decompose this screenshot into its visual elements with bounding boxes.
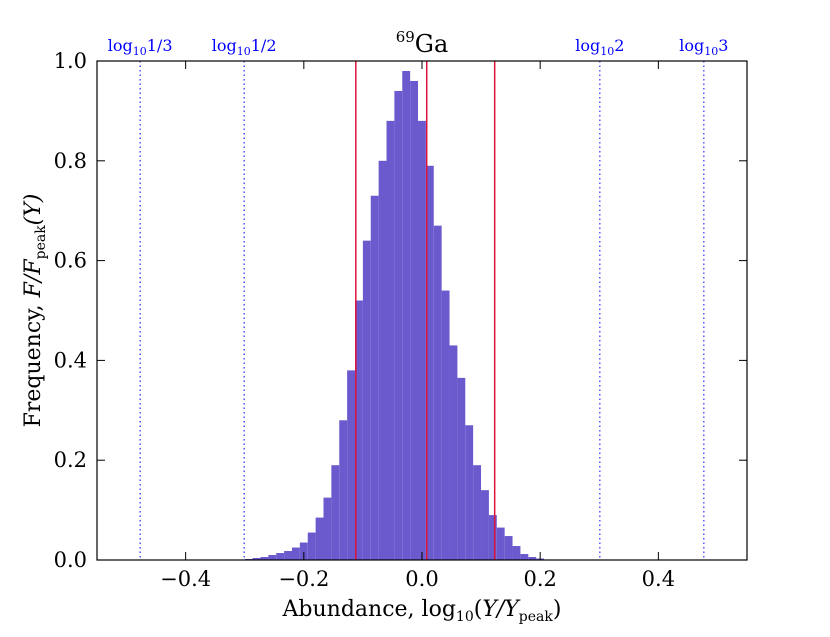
y-label-var: F/F: [21, 259, 46, 299]
x-tick-label: 0.2: [523, 567, 556, 591]
histogram-bar: [268, 555, 277, 560]
histogram-bar: [528, 557, 537, 560]
histogram-bars: [244, 70, 552, 561]
histogram-bar: [465, 425, 474, 560]
axis-ticks: −0.4 −0.2 0.0 0.2 0.4 0.0 0.2 0.4 0.6 0.8 1.0: [54, 49, 747, 591]
reference-labels: log101/3 log101/2 log102 log103: [108, 36, 729, 58]
histogram-bar: [481, 490, 489, 560]
histogram-bar: [307, 532, 316, 560]
x-tick-label: 0.0: [405, 567, 438, 591]
reference-label: log103: [679, 36, 728, 58]
histogram-bar: [512, 546, 521, 560]
histogram-bar: [378, 160, 387, 561]
y-label-varsub: peak: [33, 225, 49, 260]
histogram-bar: [520, 554, 529, 560]
reference-label: log101/2: [212, 36, 277, 58]
x-tick-label: −0.4: [160, 567, 211, 591]
y-axis-label: Frequency, F/Fpeak(Y): [21, 194, 49, 428]
y-tick-label: 0.8: [54, 149, 87, 173]
histogram-bar: [386, 120, 395, 560]
histogram-bar: [347, 370, 356, 560]
x-label-close: ): [553, 597, 562, 622]
reference-label: log102: [575, 36, 624, 58]
y-tick-label: 0.4: [54, 348, 87, 372]
x-tick-label: 0.4: [642, 567, 675, 591]
y-label-prefix: Frequency,: [21, 297, 46, 427]
title-superscript: 69: [396, 28, 415, 46]
x-label-var: Y/Y: [482, 597, 521, 622]
confidence-lines: [355, 61, 496, 560]
histogram-bar: [355, 300, 363, 560]
x-axis-label: Abundance, log10(Y/Ypeak): [282, 597, 562, 625]
histogram-bar: [339, 420, 348, 560]
histogram-bar: [276, 553, 285, 560]
x-label-varsub: peak: [519, 609, 554, 625]
histogram-bar: [449, 345, 458, 560]
chart-title: 69Ga: [396, 28, 449, 58]
histogram-bar: [425, 165, 434, 561]
histogram-bar: [433, 225, 442, 561]
histogram-bar: [504, 536, 513, 560]
histogram-bar: [394, 90, 403, 560]
y-tick-label: 0.0: [54, 548, 87, 572]
histogram-bar: [299, 542, 308, 560]
histogram-bar: [284, 551, 292, 560]
x-label-logsub: 10: [456, 609, 474, 625]
histogram-bar: [315, 517, 324, 560]
histogram-bar: [473, 465, 482, 560]
histogram-bar: [370, 195, 379, 561]
histogram-bar: [402, 70, 411, 560]
reference-label: log101/3: [108, 36, 173, 58]
y-label-arg: (Y): [21, 194, 46, 226]
histogram-bar: [260, 557, 269, 560]
histogram-bar: [441, 290, 450, 560]
y-tick-label: 0.2: [54, 448, 87, 472]
x-label-prefix: Abundance,: [282, 597, 422, 622]
title-main: Ga: [415, 30, 448, 58]
histogram-bar: [457, 377, 466, 560]
histogram-bar: [323, 497, 332, 560]
x-label-open: (: [474, 597, 483, 622]
histogram-bar: [291, 547, 300, 560]
histogram-bar: [488, 515, 497, 560]
histogram-bar: [410, 80, 419, 561]
histogram-bar: [331, 465, 340, 560]
y-tick-label: 1.0: [54, 49, 87, 73]
histogram-bar: [252, 558, 261, 560]
y-tick-label: 0.6: [54, 249, 87, 273]
x-tick-label: −0.2: [278, 567, 329, 591]
x-label-log: log: [422, 597, 456, 622]
histogram-bar: [418, 120, 426, 560]
histogram-bar: [496, 527, 505, 560]
histogram-bar: [362, 240, 371, 560]
